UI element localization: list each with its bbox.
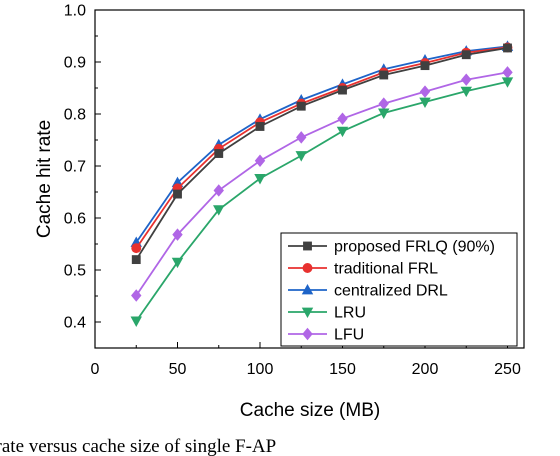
data-point (337, 112, 348, 125)
series-line (135, 80, 508, 322)
series-line (135, 71, 508, 297)
x-tick-label: 150 (329, 361, 356, 378)
data-point (255, 122, 265, 131)
legend-label: LRU (334, 305, 366, 322)
y-tick-label: 0.5 (64, 263, 86, 280)
series-line (135, 45, 508, 243)
series-3 (130, 77, 514, 327)
x-axis-title: Cache size (MB) (240, 400, 380, 421)
x-tick-label: 200 (412, 361, 439, 378)
y-tick-label: 0.4 (64, 315, 86, 332)
legend-label: proposed FRLQ (90%) (334, 239, 495, 256)
data-point (131, 289, 142, 302)
data-point (131, 255, 141, 265)
data-point (378, 108, 390, 119)
data-point (296, 131, 307, 144)
y-tick-label: 1.0 (64, 3, 86, 20)
data-point (171, 257, 184, 269)
data-point (213, 184, 224, 197)
data-point (213, 205, 225, 216)
data-point (502, 66, 513, 79)
data-point (172, 228, 183, 241)
y-tick-label: 0.8 (64, 107, 86, 124)
legend: proposed FRLQ (90%) traditional FRL centra… (280, 232, 518, 347)
legend-marker (303, 241, 312, 251)
legend-marker (302, 263, 313, 273)
x-tick-label: 250 (494, 361, 521, 378)
y-tick-label: 0.6 (64, 211, 86, 228)
legend-label: LFU (334, 327, 364, 344)
data-point (130, 316, 142, 327)
data-point (378, 97, 389, 110)
data-point (503, 43, 512, 53)
data-point (254, 174, 266, 185)
data-point (131, 243, 142, 254)
series-4 (131, 66, 513, 302)
x-tick-label: 100 (247, 361, 274, 378)
figure-caption: 10. Cache hit rate versus cache size of … (0, 436, 276, 456)
data-point (461, 50, 471, 60)
data-point (501, 77, 514, 88)
plot-frame (94, 9, 525, 349)
data-point (338, 85, 347, 95)
data-point (461, 73, 472, 86)
series-0 (131, 43, 512, 265)
y-axis: 0.4 0.5 0.6 0.7 0.8 0.9 1.0 (64, 3, 101, 332)
data-point (419, 85, 431, 98)
data-point (214, 149, 224, 158)
y-tick-label: 0.9 (64, 55, 86, 72)
legend-marker (302, 327, 313, 341)
data-point (336, 126, 349, 138)
data-point (419, 97, 431, 109)
series-1 (131, 42, 513, 254)
data-point (420, 61, 430, 71)
data-point (295, 151, 307, 162)
data-point (296, 101, 306, 111)
y-tick-label: 0.7 (64, 159, 86, 176)
data-point (173, 189, 182, 199)
x-tick-label: 50 (169, 361, 187, 378)
x-axis: 0 50 100 150 200 250 (91, 342, 521, 378)
data-point (460, 86, 472, 98)
legend-marker (301, 284, 314, 295)
legend-label: traditional FRL (334, 261, 438, 278)
y-axis-title: Cache hit rate (34, 120, 55, 238)
series-line (135, 47, 508, 261)
legend-label: centralized DRL (334, 283, 448, 300)
x-tick-label: 0 (91, 361, 100, 378)
series-line (135, 46, 508, 249)
data-point (254, 154, 266, 168)
series-layer (130, 40, 514, 327)
data-point (379, 70, 389, 80)
legend-marker (301, 307, 314, 318)
